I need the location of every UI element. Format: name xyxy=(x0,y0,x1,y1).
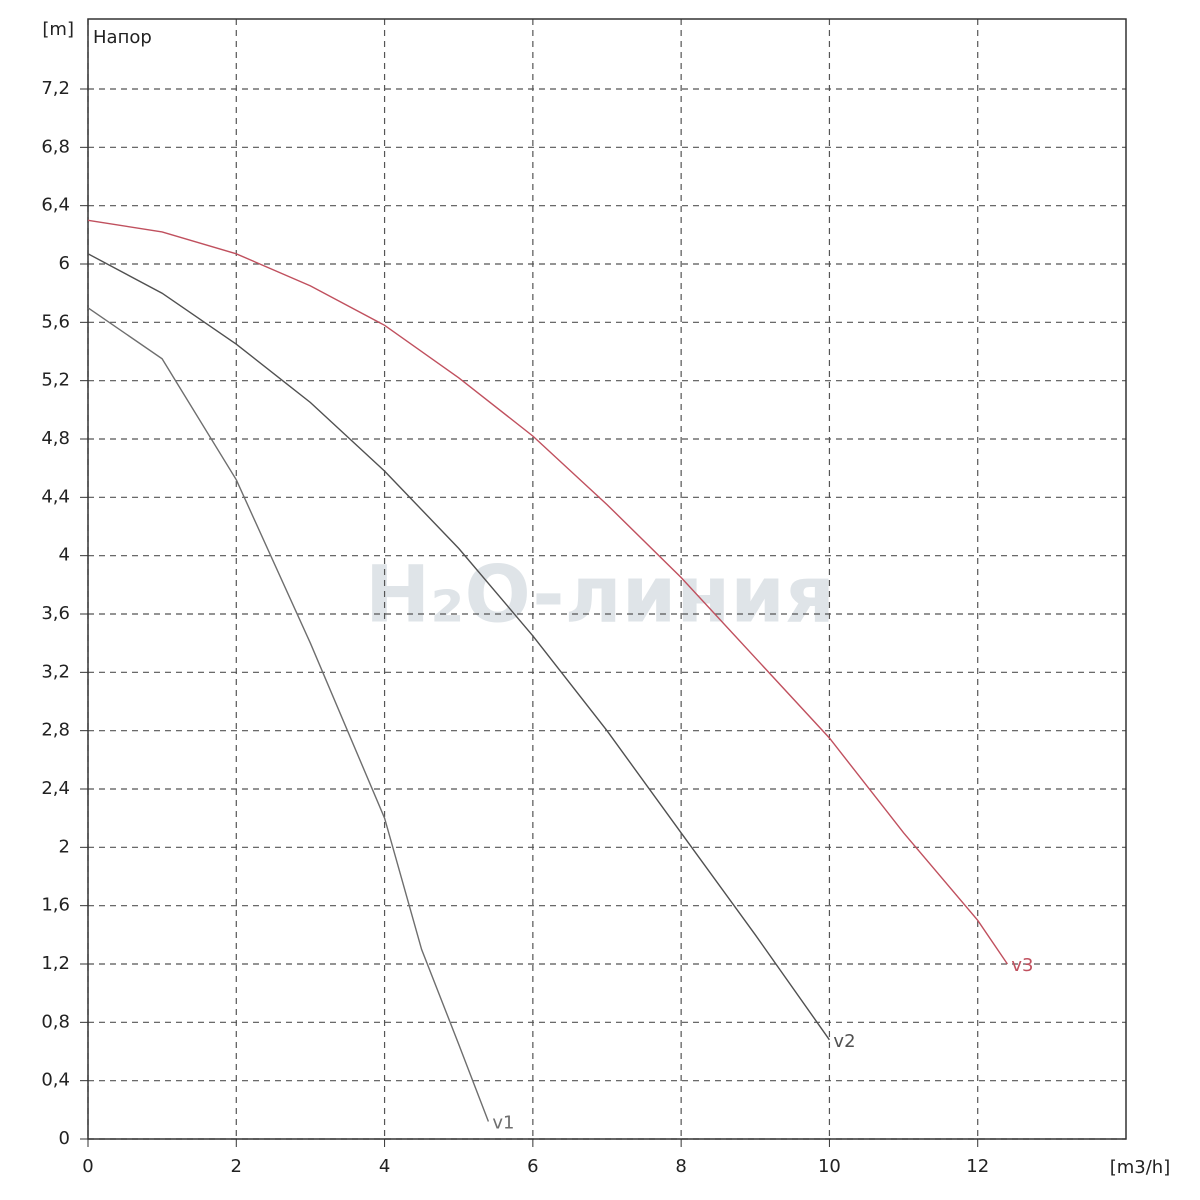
y-tick-label: 6 xyxy=(59,253,70,274)
y-tick-label: 3,2 xyxy=(41,661,70,682)
y-tick-label: 2 xyxy=(59,836,70,857)
y-tick-label: 1,2 xyxy=(41,953,70,974)
curve xyxy=(87,219,1008,965)
y-tick-label: 4,8 xyxy=(41,428,70,449)
series-label: v1 xyxy=(492,1113,514,1134)
y-tick-label: 5,6 xyxy=(41,311,70,332)
y-tick-label: 6,8 xyxy=(41,136,70,157)
y-tick-label: 3,6 xyxy=(41,603,70,624)
x-axis-label: [m3/h] xyxy=(1110,1157,1171,1178)
series-label: v2 xyxy=(833,1031,855,1052)
y-tick-label: 1,6 xyxy=(41,895,70,916)
watermark: H₂O-линия xyxy=(365,550,835,640)
y-tick-label: 7,2 xyxy=(41,78,70,99)
y-tick-label: 2,8 xyxy=(41,720,70,741)
y-tick-label: 2,4 xyxy=(41,778,70,799)
x-tick-label: 8 xyxy=(675,1156,686,1177)
y-axis-label: [m] xyxy=(42,19,74,40)
y-tick-label: 4,4 xyxy=(41,486,70,507)
y-tick-label: 6,4 xyxy=(41,195,70,216)
curve xyxy=(87,307,490,1122)
x-tick-label: 12 xyxy=(966,1156,989,1177)
y-tick-label: 0,8 xyxy=(41,1011,70,1032)
plot-frame xyxy=(87,18,1127,1140)
y-tick-label: 4 xyxy=(59,545,70,566)
series-label: v3 xyxy=(1011,955,1033,976)
y-tick-label: 5,2 xyxy=(41,370,70,391)
curve xyxy=(87,253,830,1041)
x-tick-label: 2 xyxy=(231,1156,242,1177)
annotation: Напор xyxy=(93,27,152,48)
x-tick-label: 0 xyxy=(82,1156,93,1177)
y-tick-label: 0,4 xyxy=(41,1070,70,1091)
y-tick-label: 0 xyxy=(59,1128,70,1149)
x-tick-label: 6 xyxy=(527,1156,538,1177)
x-tick-label: 4 xyxy=(379,1156,390,1177)
x-tick-label: 10 xyxy=(818,1156,841,1177)
